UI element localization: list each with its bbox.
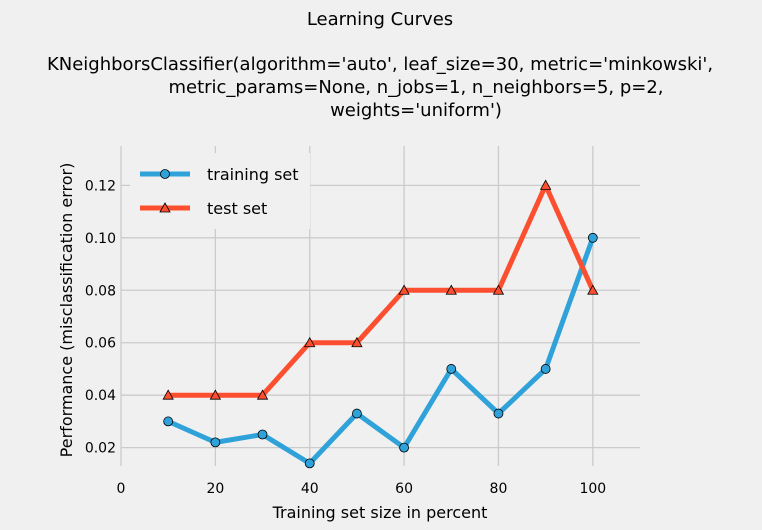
- training-set-point: [399, 442, 409, 453]
- chart-subtitle-line-1: KNeighborsClassifier(algorithm='auto', l…: [47, 54, 713, 75]
- y-tick-label: 0.10: [85, 231, 116, 247]
- y-tick-label: 0.02: [85, 441, 116, 457]
- x-tick-label: 100: [579, 481, 606, 497]
- series-line-test-set: [168, 182, 596, 398]
- legend: training set test set: [130, 153, 310, 229]
- training-set-point: [587, 232, 598, 243]
- test-set-point: [492, 284, 505, 295]
- x-tick-label: 20: [206, 481, 224, 497]
- training-set-point: [352, 408, 362, 419]
- test-set-point: [304, 336, 316, 348]
- test-set-point: [256, 389, 269, 400]
- x-tick-label: 60: [395, 481, 413, 497]
- legend-label: training set: [207, 165, 299, 184]
- training-set-point: [210, 437, 221, 448]
- legend-marker: [159, 202, 171, 213]
- test-set-point: [351, 336, 363, 348]
- training-set-point: [493, 408, 504, 419]
- test-set-point: [445, 284, 457, 295]
- test-set-point: [162, 389, 174, 400]
- test-set-point: [587, 284, 599, 295]
- training-set-point: [163, 416, 174, 427]
- series-line-training-set: [167, 236, 596, 466]
- training-set-point: [304, 458, 315, 469]
- chart-subtitle-line-3: weights='uniform'): [330, 100, 502, 121]
- chart-subtitle-line-2: metric_params=None, n_jobs=1, n_neighbor…: [168, 77, 663, 98]
- training-set-point: [540, 364, 551, 374]
- y-tick-label: 0.06: [85, 336, 116, 352]
- y-tick-label: 0.12: [85, 178, 116, 194]
- y-axis-label: Performance (misclassification error): [57, 163, 76, 458]
- test-set-point: [209, 389, 222, 400]
- y-tick-label: 0.08: [85, 283, 116, 299]
- x-tick-label: 80: [490, 481, 508, 497]
- x-tick-label: 0: [117, 481, 126, 497]
- x-tick-label: 40: [301, 481, 319, 497]
- plot-area: 0 20 40 60 80 100 0.02 0.04 0.06 0.08 0.10 0.12 trai…: [85, 146, 640, 497]
- training-set-point: [257, 429, 268, 440]
- legend-marker: [160, 169, 170, 179]
- legend-label: test set: [207, 199, 267, 218]
- test-set-point: [398, 284, 410, 295]
- x-axis-label: Training set size in percent: [272, 503, 488, 522]
- chart-title: Learning Curves: [307, 9, 453, 30]
- y-tick-label: 0.04: [85, 388, 116, 404]
- test-set-point: [539, 179, 552, 190]
- legend-box: [130, 153, 310, 229]
- training-set-point: [446, 364, 457, 374]
